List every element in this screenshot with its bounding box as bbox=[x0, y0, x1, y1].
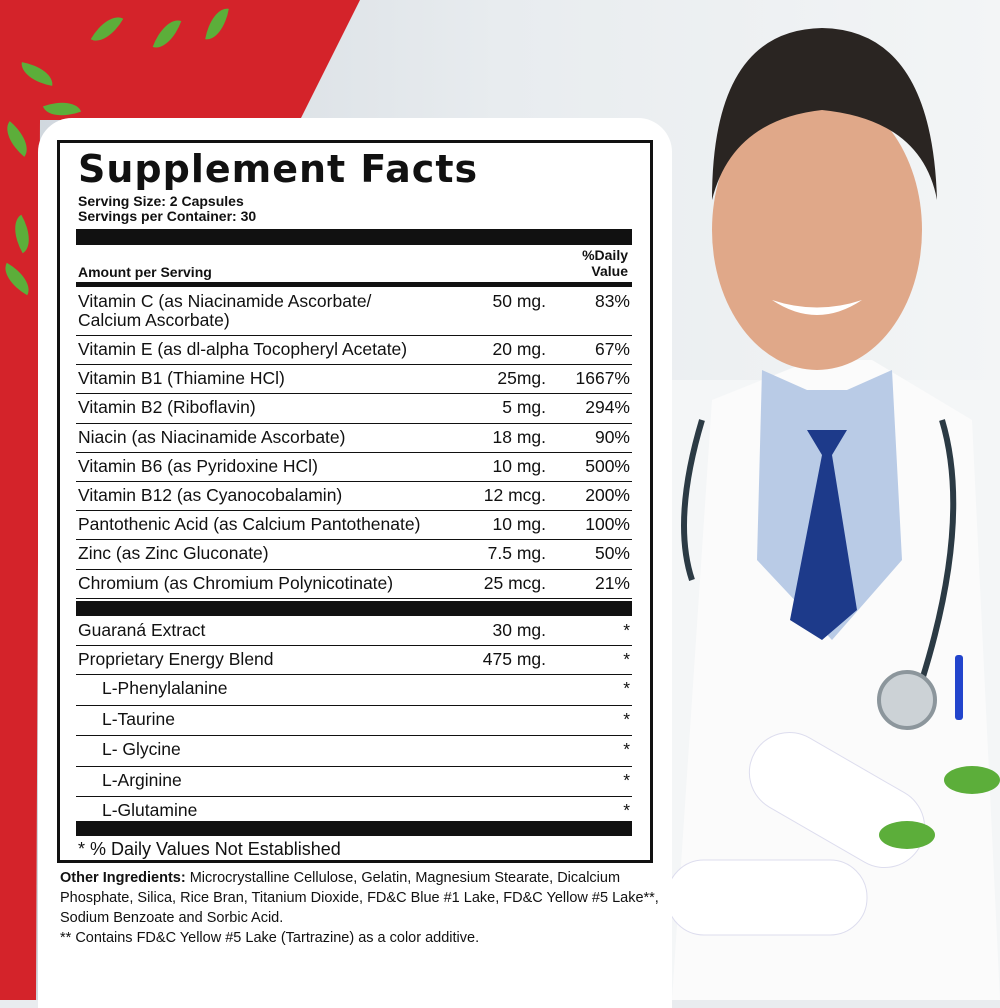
nutrient-row: Zinc (as Zinc Gluconate) 7.5 mg. 50% bbox=[76, 540, 632, 570]
other-ingredients: Other Ingredients: Microcrystalline Cell… bbox=[60, 868, 660, 948]
nutrient-amount: 10 mg. bbox=[492, 514, 547, 535]
dv-header-line2: Value bbox=[591, 263, 628, 279]
divider-bar bbox=[76, 601, 632, 616]
nutrient-row: L-Phenylalanine * bbox=[76, 675, 632, 706]
nutrient-row: Vitamin B2 (Riboflavin) 5 mg. 294% bbox=[76, 394, 632, 424]
nutrient-row: Vitamin B1 (Thiamine HCl) 25mg. 1667% bbox=[76, 365, 632, 395]
nutrient-daily-value: 67% bbox=[594, 339, 630, 359]
nutrient-amount: 25mg. bbox=[497, 368, 546, 389]
nutrient-name-cont: Calcium Ascorbate) bbox=[78, 310, 230, 330]
nutrient-daily-value: * bbox=[623, 620, 630, 640]
serving-size: Serving Size: 2 Capsules bbox=[78, 193, 244, 209]
nutrient-daily-value: * bbox=[623, 769, 630, 790]
footnote: * % Daily Values Not Established bbox=[78, 839, 341, 859]
dv-header-line1: %Daily bbox=[582, 247, 628, 263]
nutrient-daily-value: * bbox=[623, 800, 630, 820]
nutrient-daily-value: 100% bbox=[585, 514, 630, 535]
nutrient-name: L-Arginine bbox=[102, 769, 182, 790]
other-ingredients-text: Microcrystalline Cellulose, Gelatin, Mag… bbox=[60, 870, 659, 926]
dv-header: %Daily Value bbox=[582, 247, 628, 279]
nutrient-daily-value: 21% bbox=[594, 572, 630, 593]
nutrient-row: Pantothenic Acid (as Calcium Pantothenat… bbox=[76, 511, 632, 541]
nutrient-amount: 30 mg. bbox=[492, 620, 547, 640]
nutrient-daily-value: 83% bbox=[594, 291, 630, 311]
nutrient-row: Niacin (as Niacinamide Ascorbate) 18 mg. 9… bbox=[76, 424, 632, 453]
nutrient-row: Chromium (as Chromium Polynicotinate) 25 … bbox=[76, 570, 632, 599]
facts-card bbox=[38, 118, 672, 1008]
nutrient-row: L- Glycine * bbox=[76, 736, 632, 767]
label-title: Supplement Facts bbox=[78, 147, 479, 191]
other-ingredients-heading: Other Ingredients: bbox=[60, 870, 186, 886]
nutrient-row: Guaraná Extract 30 mg. * bbox=[76, 617, 632, 646]
nutrient-daily-value: * bbox=[623, 649, 630, 669]
nutrient-name: Vitamin E (as dl-alpha Tocopheryl Acetat… bbox=[78, 339, 408, 359]
nutrient-amount: 25 mcg. bbox=[483, 572, 546, 593]
nutrient-name: Vitamin B12 (as Cyanocobalamin) bbox=[78, 485, 343, 505]
nutrient-row: Vitamin C (as Niacinamide Ascorbate/Calc… bbox=[76, 288, 632, 336]
nutrient-daily-value: * bbox=[623, 739, 630, 759]
nutrient-daily-value: 294% bbox=[585, 397, 630, 418]
nutrient-row: Vitamin B6 (as Pyridoxine HCl) 10 mg. 500% bbox=[76, 453, 632, 482]
nutrient-name: Chromium (as Chromium Polynicotinate) bbox=[78, 572, 394, 593]
color-additive-note: ** Contains FD&C Yellow #5 Lake (Tartraz… bbox=[60, 930, 480, 946]
nutrient-name: Guaraná Extract bbox=[78, 620, 206, 640]
nutrient-amount: 12 mcg. bbox=[483, 485, 546, 505]
nutrient-row: L-Arginine * bbox=[76, 767, 632, 797]
nutrient-name: L- Glycine bbox=[102, 739, 181, 759]
nutrient-amount: 50 mg. bbox=[492, 291, 547, 311]
nutrient-daily-value: * bbox=[623, 708, 630, 729]
nutrient-amount: 7.5 mg. bbox=[487, 543, 546, 564]
nutrient-row: Vitamin B12 (as Cyanocobalamin) 12 mcg. 20… bbox=[76, 482, 632, 512]
nutrient-name: Zinc (as Zinc Gluconate) bbox=[78, 543, 269, 564]
nutrient-name: Vitamin C (as Niacinamide Ascorbate/ bbox=[78, 291, 372, 311]
nutrient-name: L-Glutamine bbox=[102, 800, 198, 820]
nutrient-daily-value: 50% bbox=[594, 543, 630, 564]
supplement-facts-label: Supplement Facts Serving Size: 2 Capsule… bbox=[57, 140, 653, 863]
nutrient-name: Proprietary Energy Blend bbox=[78, 649, 274, 669]
nutrient-name: Vitamin B6 (as Pyridoxine HCl) bbox=[78, 455, 318, 476]
nutrient-name: L-Taurine bbox=[102, 708, 175, 729]
nutrient-row: L-Taurine * bbox=[76, 706, 632, 736]
nutrient-amount: 18 mg. bbox=[492, 426, 547, 447]
servings-per-container: Servings per Container: 30 bbox=[78, 208, 257, 224]
nutrient-amount: 10 mg. bbox=[492, 455, 547, 476]
nutrient-name: Vitamin B2 (Riboflavin) bbox=[78, 397, 256, 418]
nutrient-name: Pantothenic Acid (as Calcium Pantothenat… bbox=[78, 514, 421, 535]
divider-bar bbox=[76, 282, 632, 287]
nutrient-row: Proprietary Energy Blend 475 mg. * bbox=[76, 646, 632, 675]
nutrient-name: L-Phenylalanine bbox=[102, 678, 228, 698]
divider-bar bbox=[76, 821, 632, 836]
nutrient-row: Vitamin E (as dl-alpha Tocopheryl Acetat… bbox=[76, 336, 632, 366]
doctor-image bbox=[672, 28, 1000, 1000]
nutrient-daily-value: 1667% bbox=[575, 368, 631, 389]
nutrient-amount: 475 mg. bbox=[482, 649, 546, 669]
nutrient-daily-value: * bbox=[623, 678, 630, 698]
nutrient-daily-value: 500% bbox=[585, 455, 630, 476]
nutrient-daily-value: 90% bbox=[594, 426, 630, 447]
nutrient-name: Niacin (as Niacinamide Ascorbate) bbox=[78, 426, 346, 447]
nutrient-amount: 20 mg. bbox=[492, 339, 547, 359]
nutrient-amount: 5 mg. bbox=[502, 397, 546, 418]
amount-header: Amount per Serving bbox=[78, 264, 212, 280]
divider-bar bbox=[76, 229, 632, 245]
nutrient-daily-value: 200% bbox=[585, 485, 630, 505]
nutrient-name: Vitamin B1 (Thiamine HCl) bbox=[78, 368, 285, 389]
